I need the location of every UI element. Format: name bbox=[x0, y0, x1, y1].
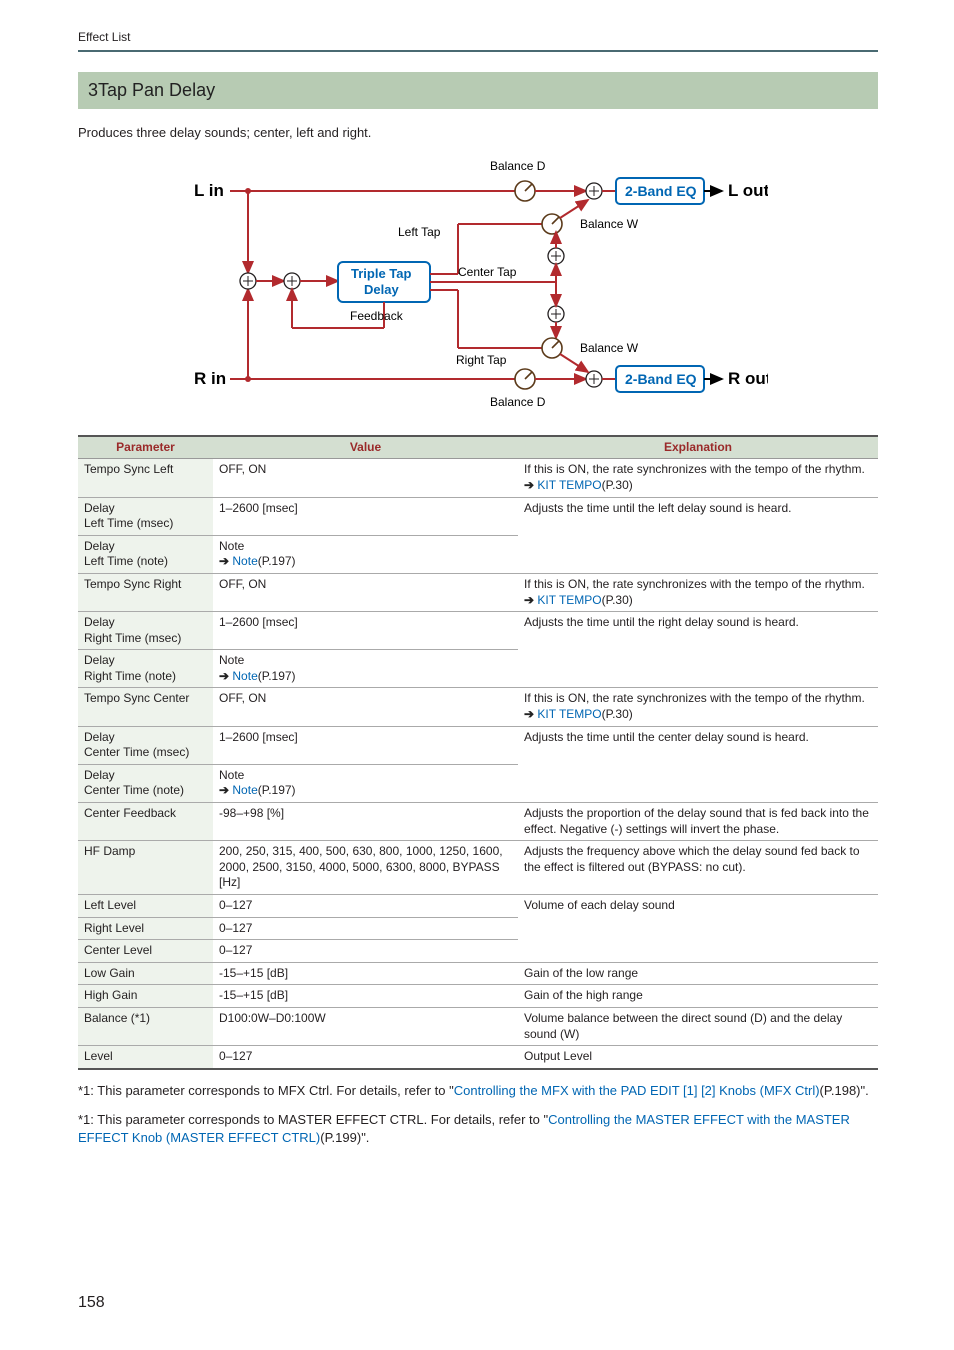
cell-explanation: Adjusts the time until the right delay s… bbox=[518, 612, 878, 688]
label-delay: Delay bbox=[364, 282, 399, 297]
page-number: 158 bbox=[78, 1293, 105, 1314]
table-row: Low Gain-15–+15 [dB]Gain of the low rang… bbox=[78, 962, 878, 985]
label-center-tap: Center Tap bbox=[458, 265, 517, 279]
col-explanation: Explanation bbox=[518, 436, 878, 459]
cell-param: Balance (*1) bbox=[78, 1007, 213, 1045]
cell-value: OFF, ON bbox=[213, 688, 518, 726]
cell-explanation: If this is ON, the rate synchronizes wit… bbox=[518, 573, 878, 611]
label-right-tap: Right Tap bbox=[456, 353, 507, 367]
cell-explanation: Volume balance between the direct sound … bbox=[518, 1007, 878, 1045]
cell-param: Low Gain bbox=[78, 962, 213, 985]
cell-param: Center Level bbox=[78, 940, 213, 963]
breadcrumb: Effect List bbox=[78, 30, 878, 46]
label-balance-d-bot: Balance D bbox=[490, 395, 546, 409]
cell-param: DelayCenter Time (msec) bbox=[78, 726, 213, 764]
cell-value: 1–2600 [msec] bbox=[213, 497, 518, 535]
cell-value: OFF, ON bbox=[213, 573, 518, 611]
signal-flow-diagram: L in R in L out R out Balance D 2-Band E… bbox=[78, 156, 878, 421]
cell-value: D100:0W–D0:100W bbox=[213, 1007, 518, 1045]
table-row: High Gain-15–+15 [dB]Gain of the high ra… bbox=[78, 985, 878, 1008]
cell-param: DelayRight Time (msec) bbox=[78, 612, 213, 650]
label-r-in: R in bbox=[194, 369, 226, 388]
cell-value: 0–127 bbox=[213, 917, 518, 940]
cell-value: 1–2600 [msec] bbox=[213, 612, 518, 650]
label-l-in: L in bbox=[194, 181, 224, 200]
cell-explanation: Adjusts the time until the left delay so… bbox=[518, 497, 878, 573]
cell-param: Level bbox=[78, 1046, 213, 1069]
section-title: 3Tap Pan Delay bbox=[78, 72, 878, 109]
cell-value: -15–+15 [dB] bbox=[213, 962, 518, 985]
table-row: DelayCenter Time (msec)1–2600 [msec]Adju… bbox=[78, 726, 878, 764]
cell-explanation: If this is ON, the rate synchronizes wit… bbox=[518, 459, 878, 497]
cell-value: Note➔ Note(P.197) bbox=[213, 650, 518, 688]
label-eq-top: 2-Band EQ bbox=[625, 183, 697, 199]
table-row: HF Damp200, 250, 315, 400, 500, 630, 800… bbox=[78, 841, 878, 895]
cell-value: 200, 250, 315, 400, 500, 630, 800, 1000,… bbox=[213, 841, 518, 895]
footnote-1: *1: This parameter corresponds to MFX Ct… bbox=[78, 1082, 878, 1100]
cell-value: -15–+15 [dB] bbox=[213, 985, 518, 1008]
cell-explanation: If this is ON, the rate synchronizes wit… bbox=[518, 688, 878, 726]
label-balance-w-bot: Balance W bbox=[580, 341, 639, 355]
header-divider bbox=[78, 50, 878, 52]
cell-value: 0–127 bbox=[213, 1046, 518, 1069]
cell-param: DelayLeft Time (msec) bbox=[78, 497, 213, 535]
table-row: Level0–127Output Level bbox=[78, 1046, 878, 1069]
cell-explanation: Gain of the low range bbox=[518, 962, 878, 985]
cell-param: DelayCenter Time (note) bbox=[78, 764, 213, 802]
cell-param: DelayRight Time (note) bbox=[78, 650, 213, 688]
footnote-2: *1: This parameter corresponds to MASTER… bbox=[78, 1111, 878, 1146]
section-intro: Produces three delay sounds; center, lef… bbox=[78, 125, 878, 142]
cell-explanation: Adjusts the frequency above which the de… bbox=[518, 841, 878, 895]
table-row: Tempo Sync RightOFF, ONIf this is ON, th… bbox=[78, 573, 878, 611]
label-triple: Triple Tap bbox=[351, 266, 411, 281]
table-row: Center Feedback-98–+98 [%]Adjusts the pr… bbox=[78, 803, 878, 841]
cell-explanation: Adjusts the proportion of the delay soun… bbox=[518, 803, 878, 841]
label-eq-bot: 2-Band EQ bbox=[625, 371, 697, 387]
parameter-table: Parameter Value Explanation Tempo Sync L… bbox=[78, 435, 878, 1070]
cell-param: DelayLeft Time (note) bbox=[78, 535, 213, 573]
cell-param: HF Damp bbox=[78, 841, 213, 895]
cell-value: 0–127 bbox=[213, 895, 518, 918]
cell-param: Left Level bbox=[78, 895, 213, 918]
diagram-svg: L in R in L out R out Balance D 2-Band E… bbox=[188, 156, 768, 416]
cell-param: High Gain bbox=[78, 985, 213, 1008]
table-row: Tempo Sync CenterOFF, ONIf this is ON, t… bbox=[78, 688, 878, 726]
cell-value: Note➔ Note(P.197) bbox=[213, 764, 518, 802]
label-left-tap: Left Tap bbox=[398, 225, 441, 239]
label-balance-w-top: Balance W bbox=[580, 217, 639, 231]
cell-value: Note➔ Note(P.197) bbox=[213, 535, 518, 573]
label-r-out: R out bbox=[728, 369, 768, 388]
cell-param: Center Feedback bbox=[78, 803, 213, 841]
table-row: Tempo Sync LeftOFF, ONIf this is ON, the… bbox=[78, 459, 878, 497]
table-row: DelayLeft Time (msec)1–2600 [msec]Adjust… bbox=[78, 497, 878, 535]
label-balance-d-top: Balance D bbox=[490, 159, 546, 173]
cell-explanation: Volume of each delay sound bbox=[518, 895, 878, 963]
label-l-out: L out bbox=[728, 181, 768, 200]
cell-value: OFF, ON bbox=[213, 459, 518, 497]
cell-explanation: Gain of the high range bbox=[518, 985, 878, 1008]
footnote-1-link[interactable]: Controlling the MFX with the PAD EDIT [1… bbox=[454, 1083, 820, 1098]
table-row: Balance (*1)D100:0W–D0:100WVolume balanc… bbox=[78, 1007, 878, 1045]
label-feedback: Feedback bbox=[350, 309, 404, 323]
cell-param: Tempo Sync Center bbox=[78, 688, 213, 726]
cell-explanation: Adjusts the time until the center delay … bbox=[518, 726, 878, 802]
cell-param: Tempo Sync Left bbox=[78, 459, 213, 497]
cell-explanation: Output Level bbox=[518, 1046, 878, 1069]
table-row: Left Level0–127Volume of each delay soun… bbox=[78, 895, 878, 918]
cell-value: 0–127 bbox=[213, 940, 518, 963]
cell-value: -98–+98 [%] bbox=[213, 803, 518, 841]
cell-param: Right Level bbox=[78, 917, 213, 940]
cell-param: Tempo Sync Right bbox=[78, 573, 213, 611]
col-parameter: Parameter bbox=[78, 436, 213, 459]
table-row: DelayRight Time (msec)1–2600 [msec]Adjus… bbox=[78, 612, 878, 650]
cell-value: 1–2600 [msec] bbox=[213, 726, 518, 764]
col-value: Value bbox=[213, 436, 518, 459]
